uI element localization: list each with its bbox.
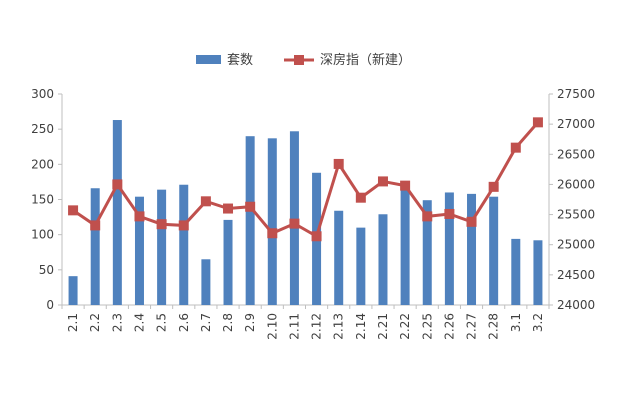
line-marker (311, 231, 322, 242)
bar (444, 192, 454, 305)
line-marker (289, 218, 300, 229)
line-marker (510, 142, 521, 153)
line-marker (112, 179, 123, 190)
bar (511, 238, 521, 305)
line-marker (466, 216, 477, 227)
line-marker (355, 192, 366, 203)
x-tick-label: 2.3 (110, 313, 124, 332)
line-marker (532, 117, 543, 128)
bar (378, 214, 388, 305)
x-tick-label: 2.8 (221, 313, 235, 332)
x-tick-label: 2.1 (66, 313, 80, 332)
left-tick-label: 200 (31, 157, 54, 171)
bar (134, 196, 144, 305)
line-marker (444, 208, 455, 219)
line-marker (134, 211, 145, 222)
x-tick-label: 2.22 (398, 313, 412, 340)
right-axis-ticks: 24000 24500 25000 25500 26000 26500 27000 27500 (549, 87, 595, 312)
line-marker (422, 211, 433, 222)
left-tick-label: 150 (31, 193, 54, 207)
line-series (68, 117, 543, 242)
right-tick-label: 26500 (557, 147, 595, 161)
right-tick-label: 27500 (557, 87, 595, 101)
left-axis-ticks: 0 50 100 150 200 250 300 (31, 87, 62, 312)
x-tick-label: 2.2 (88, 313, 102, 332)
bar (356, 227, 366, 305)
x-tick-label: 2.5 (155, 313, 169, 332)
bar (489, 196, 499, 305)
x-tick-label: 2.12 (310, 313, 324, 340)
line-marker (333, 158, 344, 169)
right-tick-label: 24000 (557, 298, 595, 312)
left-tick-label: 100 (31, 228, 54, 242)
legend-label-line: 深房指（新建） (320, 52, 411, 68)
bar (422, 200, 432, 305)
bar (289, 131, 299, 305)
legend-swatch-marker (294, 55, 304, 65)
line-marker (68, 205, 79, 216)
legend-label-bar: 套数 (227, 52, 253, 68)
bar (201, 259, 211, 305)
bar (533, 240, 543, 305)
legend: 套数 深房指（新建） (196, 52, 411, 68)
bar (179, 184, 189, 305)
bar (267, 138, 277, 305)
left-tick-label: 50 (39, 263, 54, 277)
series-line (72, 121, 540, 239)
right-tick-label: 25000 (557, 238, 595, 252)
bar (223, 219, 233, 305)
right-tick-label: 25500 (557, 208, 595, 222)
x-tick-label: 2.11 (287, 313, 301, 340)
legend-swatch-bar (196, 55, 221, 64)
line-marker (90, 220, 101, 231)
line-marker (267, 228, 278, 239)
bar (245, 136, 255, 305)
line-marker (377, 176, 388, 187)
x-tick-label: 2.7 (199, 313, 213, 332)
bar (68, 276, 78, 305)
left-tick-label: 300 (31, 87, 54, 101)
line-marker (400, 180, 411, 191)
left-tick-label: 0 (46, 298, 54, 312)
x-tick-label: 3.1 (509, 313, 523, 332)
x-axis-ticks: 2.1 2.2 2.3 2.4 2.5 2.6 2.7 2.8 2.9 2.10 2.11 2.12 2… (61, 305, 550, 340)
x-tick-label: 2.10 (265, 313, 279, 340)
bar (334, 210, 344, 305)
bar (467, 193, 477, 305)
x-tick-label: 2.28 (487, 313, 501, 340)
bar (157, 189, 167, 305)
line-marker (156, 219, 167, 230)
line-marker (178, 220, 189, 231)
left-tick-label: 250 (31, 122, 54, 136)
bar (112, 120, 122, 305)
x-tick-label: 2.25 (420, 313, 434, 340)
bar (90, 188, 100, 305)
line-marker (488, 181, 499, 192)
line-marker (200, 196, 211, 207)
line-marker (245, 201, 256, 212)
x-tick-label: 2.6 (177, 313, 191, 332)
x-tick-label: 2.21 (376, 313, 390, 340)
right-tick-label: 27000 (557, 117, 595, 131)
line-marker (223, 203, 234, 214)
right-tick-label: 24500 (557, 268, 595, 282)
x-tick-label: 2.26 (442, 313, 456, 340)
bar (400, 189, 410, 305)
x-tick-label: 2.9 (243, 313, 257, 332)
x-tick-label: 2.14 (354, 313, 368, 340)
x-tick-label: 2.13 (332, 313, 346, 340)
x-tick-label: 2.4 (132, 313, 146, 332)
x-tick-label: 2.27 (465, 313, 479, 340)
x-tick-label: 3.2 (531, 313, 545, 332)
right-tick-label: 26000 (557, 177, 595, 191)
